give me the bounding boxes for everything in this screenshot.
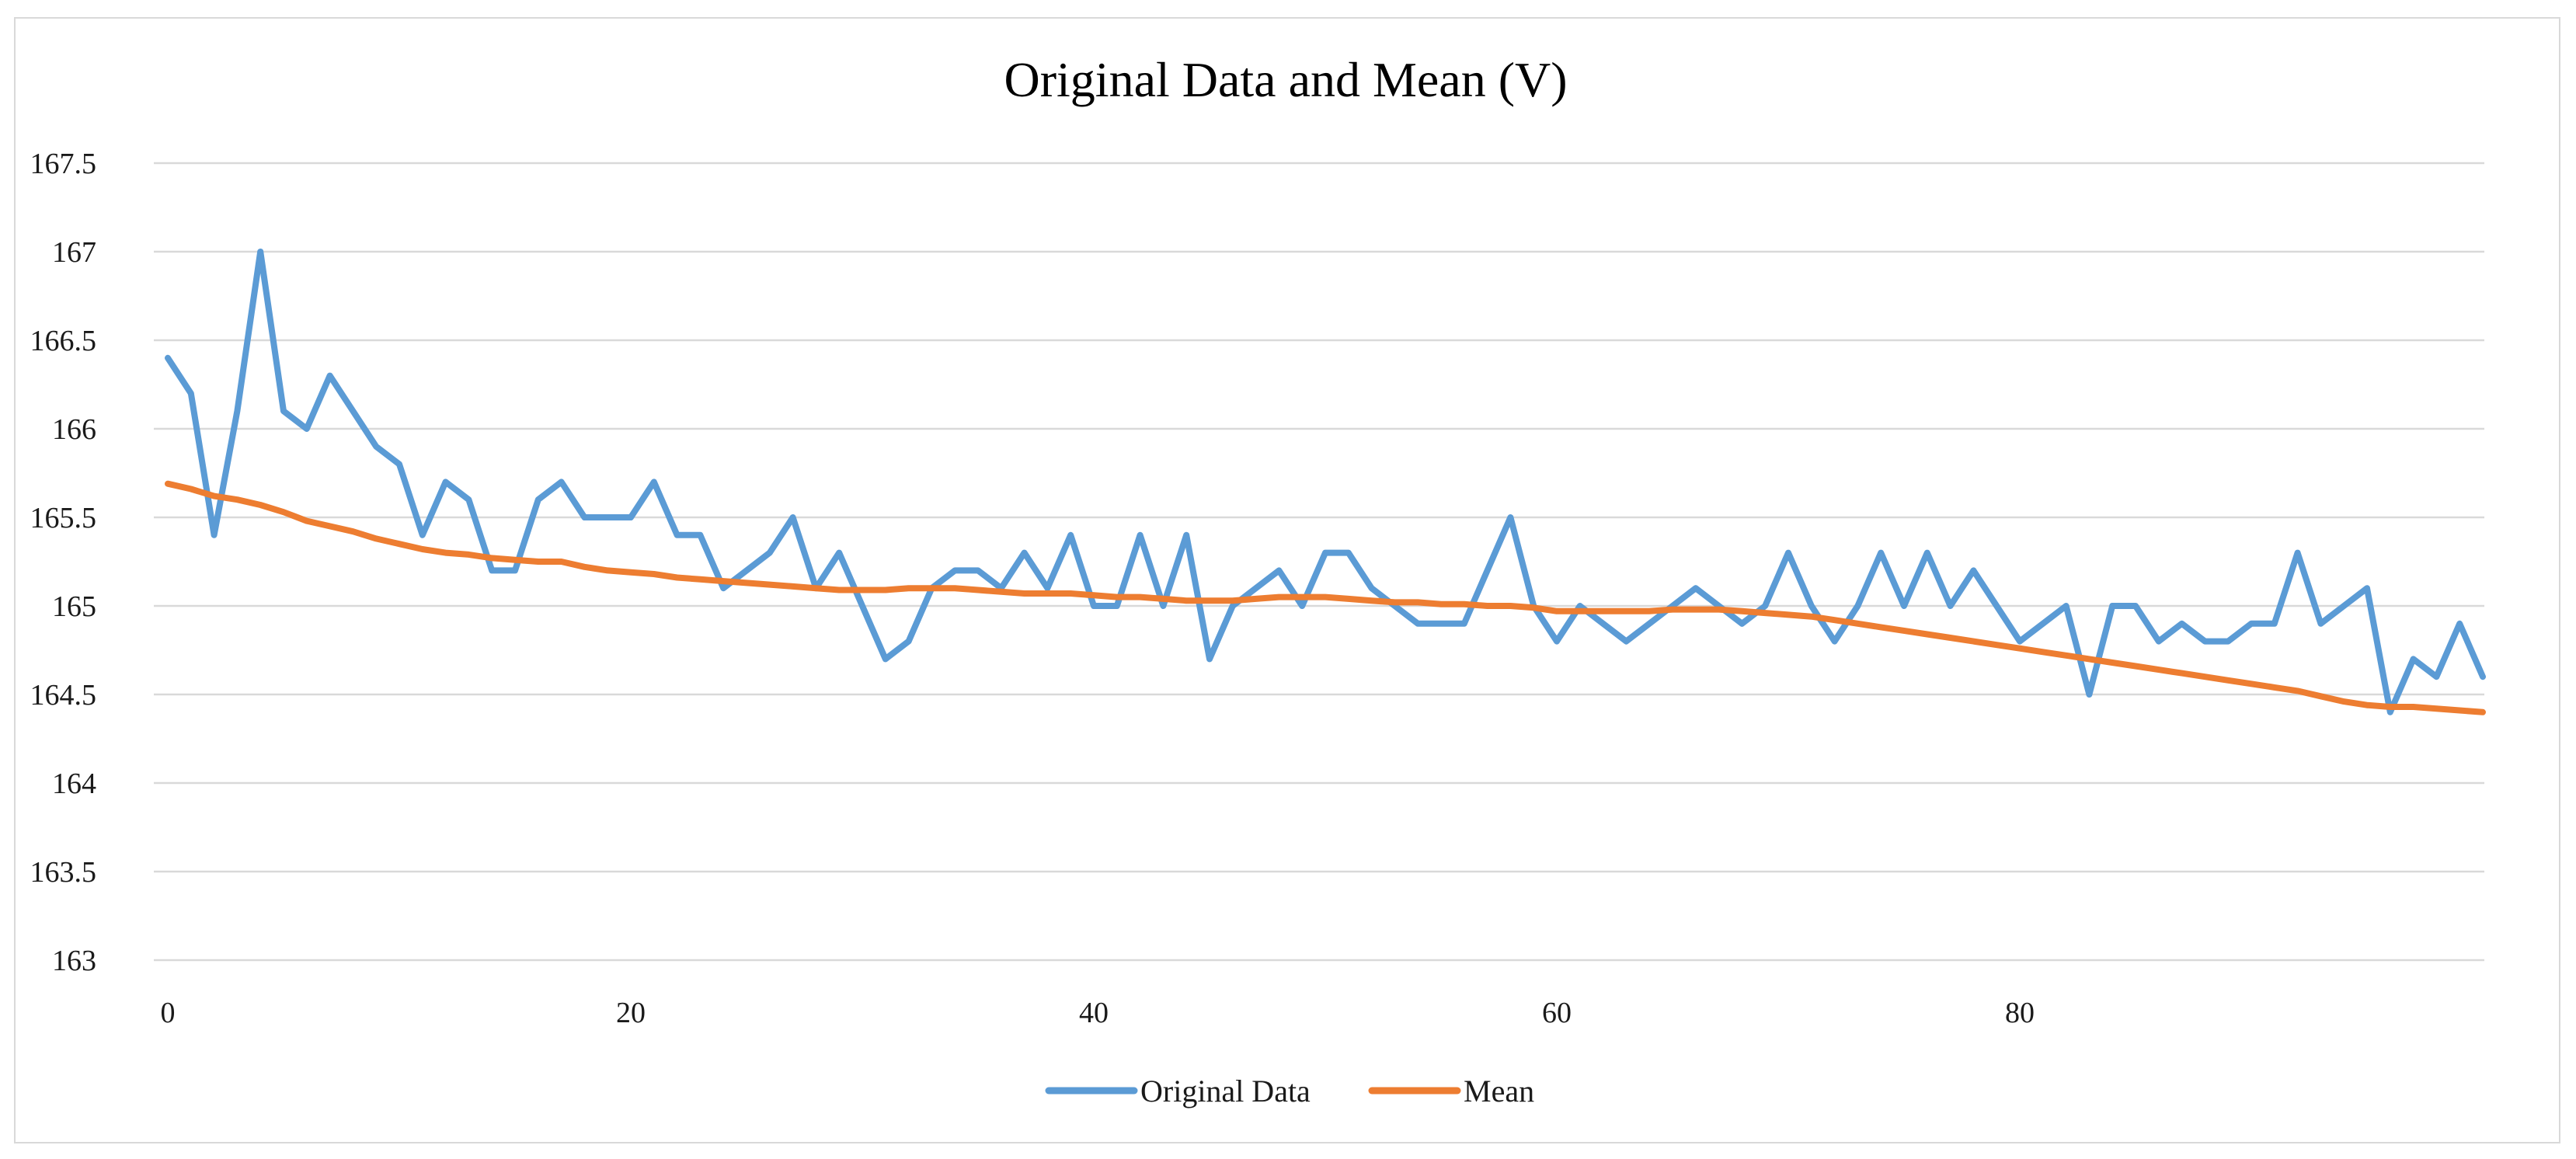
chart-frame: Original Data and Mean (V) 163 163.5 164 16… [14, 17, 2560, 1143]
y-tick-label: 166.5 [30, 325, 97, 357]
x-tick-label: 20 [616, 997, 646, 1029]
y-tick-label: 167 [52, 236, 96, 269]
x-tick-label: 0 [161, 997, 176, 1029]
x-tick-label: 40 [1079, 997, 1109, 1029]
y-tick-label: 166 [52, 413, 96, 446]
chart-title: Original Data and Mean (V) [1004, 52, 1567, 107]
series-lines [165, 249, 2486, 715]
x-axis-ticks: 0 20 40 60 80 [161, 997, 2035, 1029]
y-tick-label: 167.5 [30, 148, 97, 180]
series-line-original-data [165, 249, 2486, 715]
x-tick-label: 80 [2005, 997, 2035, 1029]
gridlines [154, 162, 2484, 962]
y-tick-label: 165 [52, 590, 96, 623]
legend-label-original-data: Original Data [1140, 1074, 1311, 1109]
series-line-mean [165, 480, 2486, 715]
x-tick-label: 60 [1542, 997, 1572, 1029]
y-tick-label: 164 [52, 767, 96, 800]
y-tick-label: 163.5 [30, 856, 97, 889]
line-chart: Original Data and Mean (V) 163163.516416… [30, 52, 2486, 1109]
legend: Original Data Mean [1045, 1074, 1534, 1109]
y-axis-ticks: 163 163.5 164 164.5 165 165.5 166 166.5 167 167.5 [30, 148, 97, 977]
y-tick-label: 165.5 [30, 502, 97, 534]
y-tick-label: 164.5 [30, 679, 97, 712]
legend-label-mean: Mean [1464, 1074, 1534, 1109]
y-tick-label: 163 [52, 945, 96, 977]
